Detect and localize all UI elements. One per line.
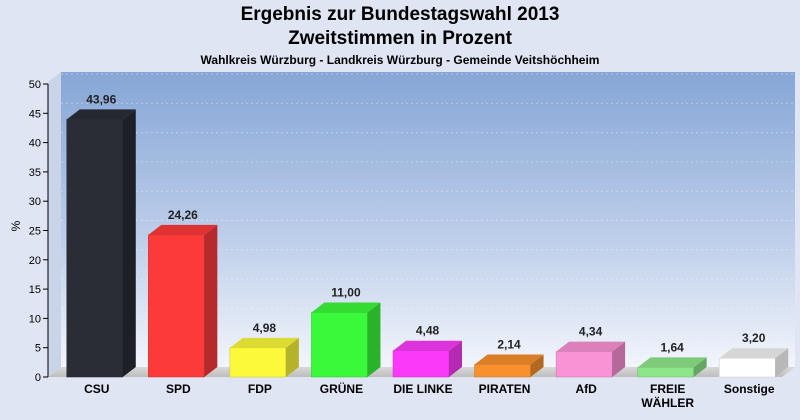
data-label: 3,20 [742,331,766,345]
y-tick-label: 10 [29,313,41,325]
chart-title: Ergebnis zur Bundestagswahl 2013 [240,4,560,25]
x-tick-label: FDP [248,382,272,396]
x-tick-label: SPD [166,382,191,396]
bar-side [693,357,707,377]
bar-1 [66,109,136,378]
bar-6 [474,354,544,378]
bar-front [66,119,124,378]
bar-top [637,357,707,368]
plot-side-wall [48,72,61,377]
y-tick-label: 30 [29,196,41,208]
bar-side [204,224,218,377]
x-tick-label: GRÜNE [320,381,363,396]
bar-top [311,302,381,313]
y-axis-label: % [9,220,23,231]
data-label: 1,64 [660,340,684,354]
bar-top [719,348,789,359]
data-label: 11,00 [331,286,361,300]
y-tick-label: 40 [29,138,41,150]
bar-2 [148,224,218,378]
bar-front [555,351,613,378]
y-tick-label: 50 [29,79,41,91]
x-tick-label: Sonstige [724,382,775,396]
chart-subtitle: Wahlkreis Würzburg - Landkreis Würzburg … [200,53,600,67]
data-label: 4,98 [253,321,277,335]
bar-side [612,341,626,377]
bar-top [148,224,218,235]
bar-top [556,341,626,352]
x-tick-label: PIRATEN [479,382,531,396]
bar-7 [555,341,626,378]
bar-front [392,350,450,378]
y-tick-label: 0 [35,372,41,384]
x-tick-label: AfD [575,382,597,396]
bar-side [122,109,136,377]
bar-top [229,337,299,348]
bar-9 [718,348,789,378]
bar-side [449,340,462,377]
bar-4 [311,302,381,378]
x-tick-label: CSU [84,382,109,396]
data-label: 4,34 [579,325,603,339]
data-label: 24,26 [168,208,198,222]
bar-top [393,340,462,351]
bar-front [718,357,776,378]
x-tick-label: FREIE WÄHLER [641,382,694,410]
data-label: 4,48 [416,324,440,338]
bar-3 [229,337,299,378]
x-tick-label: DIE LINKE [393,382,452,396]
bar-side [775,348,789,377]
data-label: 43,96 [86,92,116,106]
bar-front [474,364,531,378]
y-tick-label: 35 [29,167,41,179]
bar-top [474,354,544,365]
bar-front [229,347,287,378]
bar-front [148,234,205,378]
y-tick-label: 25 [29,226,41,238]
y-tick-label: 20 [29,255,41,267]
bar-top [66,109,136,120]
bar-front [311,312,368,378]
bar-front [637,367,694,378]
bar-side [367,302,381,377]
bar-side [285,337,299,377]
bar-8 [637,357,707,378]
y-tick-label: 15 [29,284,41,296]
chart-title-line-2: Zweitstimmen in Prozent [288,28,512,49]
bar-5 [392,340,462,378]
data-label: 2,14 [497,337,521,351]
y-tick-label: 5 [35,343,41,355]
y-tick-label: 45 [29,108,41,120]
bar-side [530,354,544,377]
